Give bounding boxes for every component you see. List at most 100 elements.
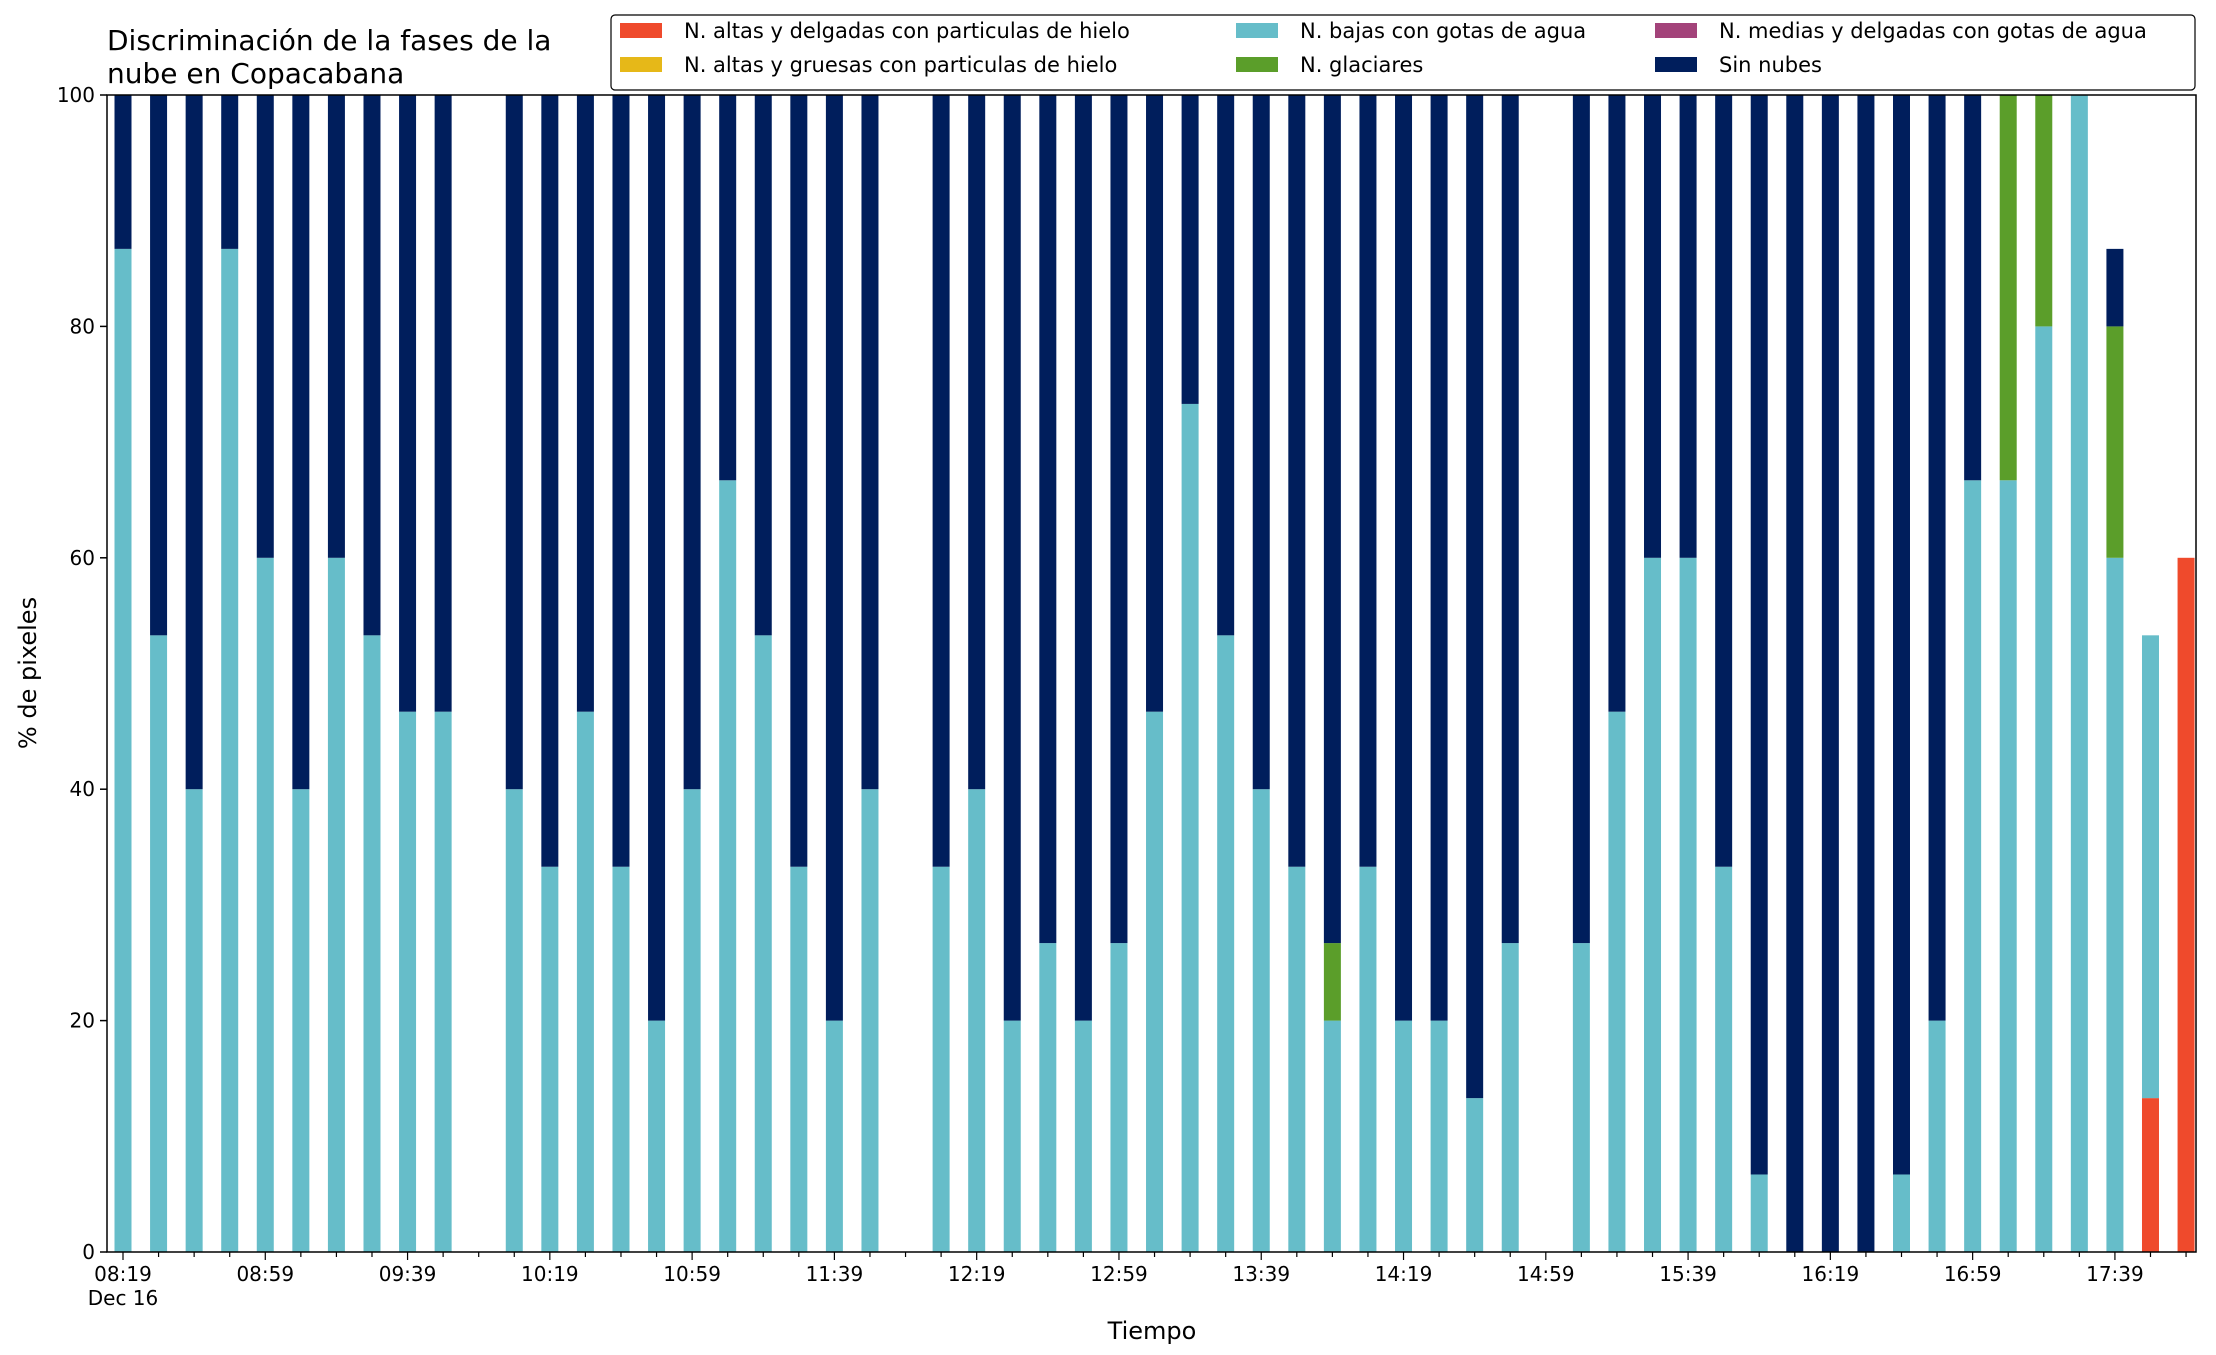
bar-segment-series-2-slot-53 <box>1999 480 2017 1252</box>
bar-segment-series-2-slot-15 <box>648 1020 666 1252</box>
x-tick-label: 08:19 <box>94 1262 152 1286</box>
bar-segment-series-5-slot-12 <box>541 95 559 867</box>
bar-segment-series-2-slot-46 <box>1750 1174 1768 1252</box>
plot-frame <box>106 94 2197 1253</box>
bar-segment-series-5-slot-32 <box>1252 95 1270 790</box>
y-tick-label: 0 <box>82 1240 95 1264</box>
bar-segment-series-5-slot-47 <box>1786 95 1804 1252</box>
bar-segment-series-5-slot-44 <box>1679 95 1697 558</box>
legend-swatch-0 <box>620 23 662 38</box>
bar-segment-series-5-slot-31 <box>1217 95 1235 636</box>
y-tick-label: 60 <box>70 546 95 570</box>
legend-label-2: N. bajas con gotas de agua <box>1300 19 1586 43</box>
bar-segment-series-2-slot-2 <box>185 789 203 1252</box>
bar-segment-series-2-slot-51 <box>1928 1020 1946 1252</box>
y-axis-label: % de pixeles <box>14 597 42 749</box>
bar-segment-series-5-slot-28 <box>1110 95 1128 944</box>
bar-segment-series-2-slot-55 <box>2070 95 2088 1252</box>
y-tick-label: 40 <box>70 777 95 801</box>
bar-segment-series-5-slot-30 <box>1181 95 1199 404</box>
bar-segment-series-2-slot-24 <box>968 789 986 1252</box>
bar-segment-series-3-slot-34 <box>1323 943 1341 1021</box>
bar-segment-series-2-slot-3 <box>221 248 239 1252</box>
legend-box <box>610 14 2196 91</box>
bar-segment-series-5-slot-4 <box>256 95 274 558</box>
y-tick-label: 20 <box>70 1009 95 1033</box>
bar-segment-series-5-slot-46 <box>1750 95 1768 1175</box>
x-axis-label: Tiempo <box>1107 1317 1197 1345</box>
y-axis: 0 20 40 60 80 100 <box>57 83 107 1264</box>
bar-segment-series-2-slot-11 <box>505 789 523 1252</box>
bar-segment-series-5-slot-51 <box>1928 95 1946 1021</box>
bar-segment-series-0-slot-57 <box>2141 1098 2159 1252</box>
bar-segment-series-2-slot-14 <box>612 866 630 1252</box>
bars-layer <box>114 95 2195 1252</box>
bar-segment-series-5-slot-1 <box>150 95 168 636</box>
legend-label-0: N. altas y delgadas con particulas de hi… <box>684 19 1130 43</box>
bar-segment-series-2-slot-32 <box>1252 789 1270 1252</box>
bar-segment-series-5-slot-8 <box>399 95 417 712</box>
bar-segment-series-5-slot-45 <box>1715 95 1733 867</box>
bar-segment-series-2-slot-52 <box>1964 480 1982 1252</box>
bar-segment-series-2-slot-31 <box>1217 635 1235 1252</box>
x-tick-label: 08:59 <box>236 1262 294 1286</box>
x-tick-label: 10:19 <box>521 1262 579 1286</box>
bar-segment-series-5-slot-15 <box>648 95 666 1021</box>
bar-segment-series-2-slot-6 <box>327 557 345 1252</box>
bar-segment-series-2-slot-0 <box>114 248 132 1252</box>
bar-segment-series-5-slot-11 <box>505 95 523 790</box>
bar-segment-series-2-slot-28 <box>1110 943 1128 1252</box>
bar-segment-series-2-slot-13 <box>576 711 594 1252</box>
x-tick-label: 10:59 <box>663 1262 721 1286</box>
bar-segment-series-2-slot-41 <box>1572 943 1590 1252</box>
bar-segment-series-2-slot-8 <box>399 711 417 1252</box>
bar-segment-series-5-slot-23 <box>932 95 950 867</box>
bar-segment-series-5-slot-34 <box>1323 95 1341 944</box>
bar-segment-series-5-slot-3 <box>221 95 239 249</box>
legend-swatch-3 <box>1236 57 1278 72</box>
bar-segment-series-2-slot-42 <box>1608 711 1626 1252</box>
bar-segment-series-0-slot-58 <box>2177 557 2195 1252</box>
legend: N. altas y delgadas con particulas de hi… <box>610 14 2196 91</box>
bar-segment-series-2-slot-50 <box>1893 1174 1910 1252</box>
bar-segment-series-2-slot-5 <box>292 789 310 1252</box>
bar-segment-series-5-slot-27 <box>1074 95 1092 1021</box>
bar-segment-series-2-slot-19 <box>790 866 808 1252</box>
bar-segment-series-2-slot-17 <box>719 480 737 1252</box>
x-tick-label: 16:59 <box>1944 1262 2002 1286</box>
bar-segment-series-2-slot-38 <box>1466 1098 1484 1252</box>
bar-segment-series-2-slot-39 <box>1501 943 1519 1252</box>
bar-segment-series-2-slot-43 <box>1644 557 1662 1252</box>
bar-segment-series-5-slot-36 <box>1395 95 1413 1021</box>
bar-segment-series-2-slot-26 <box>1039 943 1057 1252</box>
bar-segment-series-5-slot-42 <box>1608 95 1626 712</box>
bar-segment-series-3-slot-54 <box>2035 95 2053 327</box>
bar-segment-series-2-slot-35 <box>1359 866 1377 1252</box>
legend-swatch-5 <box>1655 57 1697 72</box>
bar-segment-series-2-slot-44 <box>1679 557 1697 1252</box>
bar-segment-series-2-slot-12 <box>541 866 559 1252</box>
bar-segment-series-5-slot-0 <box>114 95 132 249</box>
bar-segment-series-2-slot-9 <box>434 711 452 1252</box>
bar-segment-series-2-slot-34 <box>1323 1020 1341 1252</box>
bar-segment-series-2-slot-27 <box>1074 1020 1092 1252</box>
bar-segment-series-2-slot-7 <box>363 635 381 1252</box>
bar-segment-series-2-slot-18 <box>754 635 772 1252</box>
chart-title-line-2: nube en Copacabana <box>107 57 404 90</box>
legend-label-4: N. medias y delgadas con gotas de agua <box>1719 19 2147 43</box>
bar-segment-series-2-slot-54 <box>2035 326 2053 1252</box>
bar-segment-series-5-slot-18 <box>754 95 772 636</box>
bar-segment-series-5-slot-56 <box>2106 248 2124 327</box>
bar-segment-series-2-slot-33 <box>1288 866 1306 1252</box>
chart-title-line-1: Discriminación de la fases de la <box>107 24 551 57</box>
bar-segment-series-2-slot-45 <box>1715 866 1733 1252</box>
bar-segment-series-5-slot-25 <box>1003 95 1021 1021</box>
x-tick-label: 11:39 <box>806 1262 864 1286</box>
bar-segment-series-5-slot-48 <box>1821 95 1839 1252</box>
bar-segment-series-5-slot-50 <box>1893 95 1910 1175</box>
bar-segment-series-5-slot-20 <box>825 95 843 1021</box>
bar-segment-series-5-slot-41 <box>1572 95 1590 944</box>
bar-segment-series-5-slot-19 <box>790 95 808 867</box>
